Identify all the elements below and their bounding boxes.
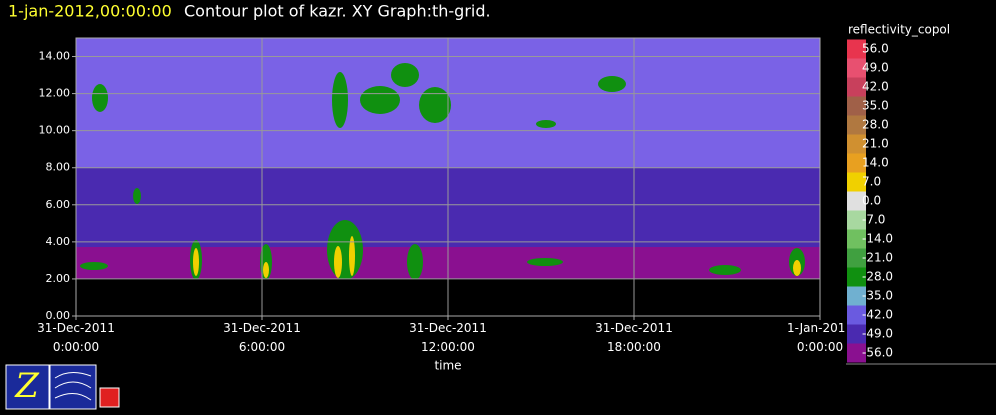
colorbar-label: 35.0 [862, 99, 889, 113]
colorbar-label: -28.0 [862, 270, 893, 284]
colorbar-swatch [847, 134, 866, 154]
y-tick-label: 0.00 [46, 309, 71, 322]
colorbar-swatch [847, 267, 866, 287]
colorbar-label: -49.0 [862, 327, 893, 341]
logo-contour-lines [54, 372, 92, 401]
echo-cores [193, 236, 801, 278]
y-tick-label: 14.00 [39, 50, 71, 63]
chart-title: Contour plot of kazr. XY Graph:th-grid. [184, 2, 491, 21]
y-tick-label: 2.00 [46, 272, 71, 285]
y-tick-label: 8.00 [46, 161, 71, 174]
colorbar-label: 14.0 [862, 156, 889, 170]
colorbar-swatch [847, 115, 866, 135]
echoes [80, 63, 805, 280]
colorbar-label: -42.0 [862, 308, 893, 322]
colorbar-swatch [847, 343, 866, 363]
colorbar-swatch [847, 77, 866, 97]
colorbar-label: -35.0 [862, 289, 893, 303]
y-tick-label: 6.00 [46, 198, 71, 211]
colorbar-swatch [847, 191, 866, 211]
y-tick-label: 10.00 [39, 124, 71, 137]
colorbar-label: 56.0 [862, 42, 889, 56]
logo-grid[interactable] [99, 387, 120, 408]
colorbar-swatch [847, 248, 866, 268]
x-tick-label: 31-Dec-2011 6:00:00 [223, 321, 301, 354]
colorbar-label: -21.0 [862, 251, 893, 265]
y-tick-label: 4.00 [46, 235, 71, 248]
logo-z-letter: Z [14, 366, 40, 406]
x-tick-label: 31-Dec-2011 0:00:00 [37, 321, 115, 354]
colorbar-label: 0.0 [862, 194, 881, 208]
colorbar-label: -7.0 [862, 213, 885, 227]
colorbar-label: 42.0 [862, 80, 889, 94]
title-time: 1-jan-2012,00:00:00 [8, 2, 172, 21]
colorbar-swatch [847, 96, 866, 116]
colorbar-swatch [847, 58, 866, 78]
colorbar-label: 28.0 [862, 118, 889, 132]
colorbar-label: 21.0 [862, 137, 889, 151]
colorbar-swatch [847, 39, 866, 59]
y-tick-label: 12.00 [39, 87, 71, 100]
colorbar-swatch [847, 210, 866, 230]
colorbar-title: reflectivity_copol [848, 23, 950, 37]
colorbar-label: 7.0 [862, 175, 881, 189]
colorbar-label: -56.0 [862, 346, 893, 360]
colorbar-swatch [847, 324, 866, 344]
colorbar-swatch [847, 153, 866, 173]
x-axis-label: time [434, 359, 461, 373]
colorbar-swatch [847, 286, 866, 306]
x-tick-label: 1-Jan-2012 0:00:00 [787, 321, 853, 354]
colorbar-swatch [847, 172, 866, 192]
logo-z [5, 364, 50, 410]
x-tick-label: 31-Dec-2011 18:00:00 [595, 321, 673, 354]
colorbar-label: -14.0 [862, 232, 893, 246]
colorbar-label: 49.0 [862, 61, 889, 75]
colorbar-swatch [847, 229, 866, 249]
x-tick-label: 31-Dec-2011 12:00:00 [409, 321, 487, 354]
colorbar-swatch [847, 305, 866, 325]
